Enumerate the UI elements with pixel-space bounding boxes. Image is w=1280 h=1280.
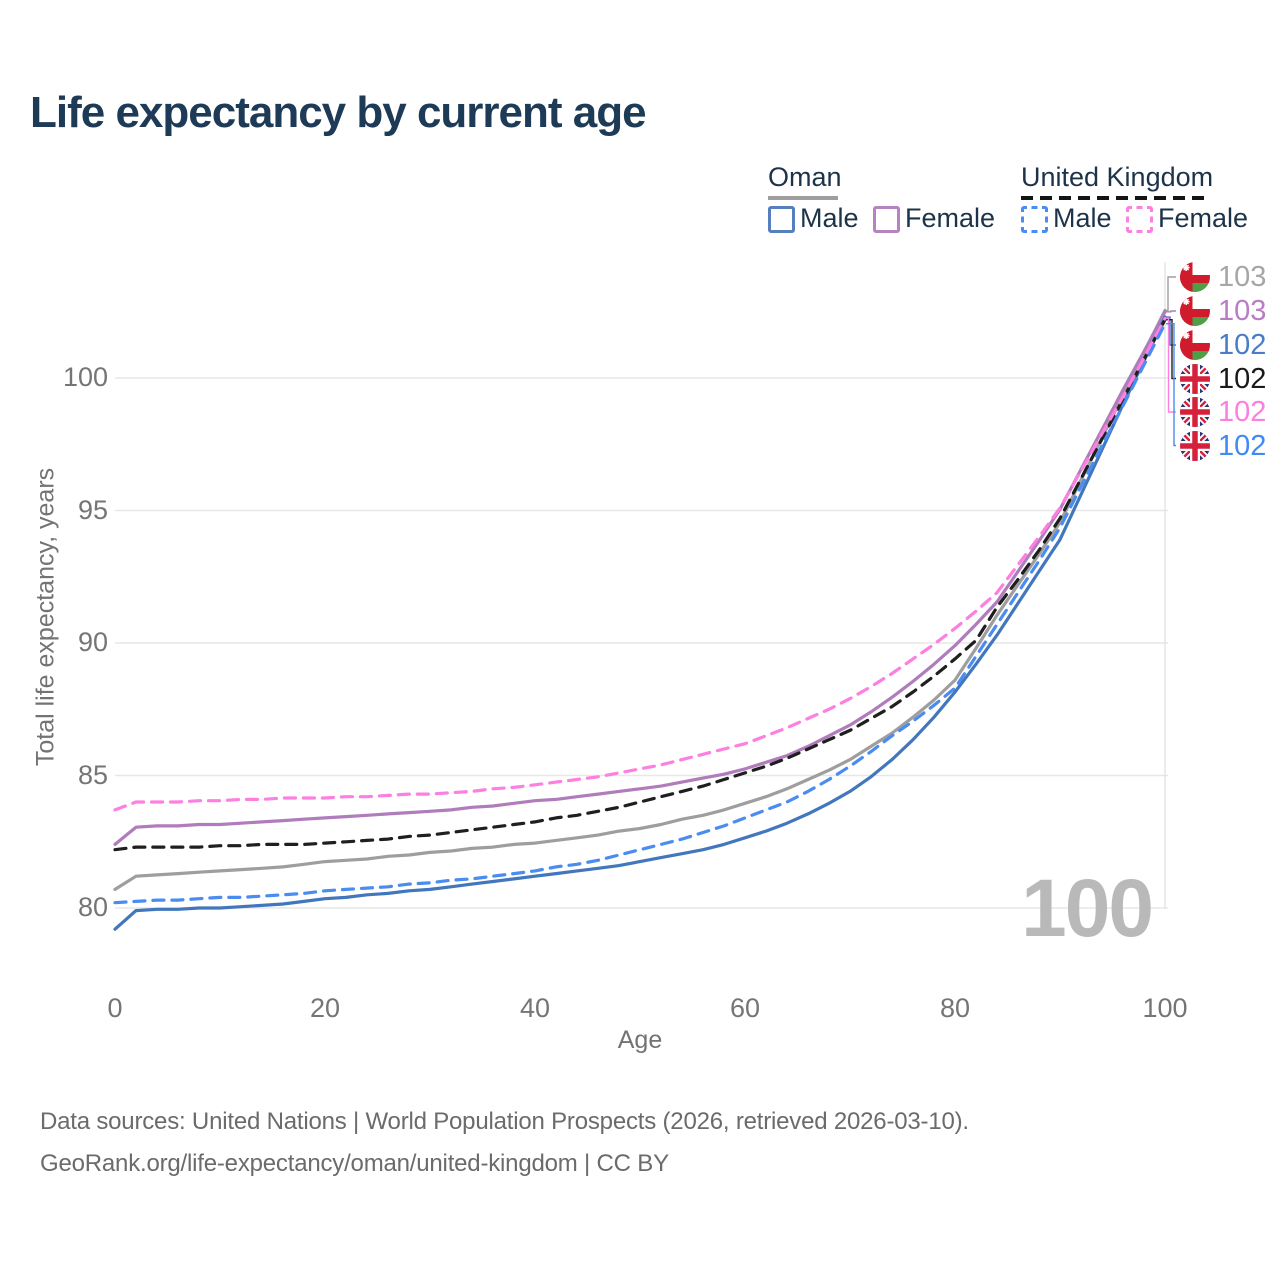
end-label-row: 103 — [1180, 295, 1266, 327]
leader-line-2 — [1166, 316, 1176, 346]
x-tick-label-100: 100 — [1142, 993, 1188, 1023]
oman-male-legend-label[interactable]: Male — [800, 203, 859, 233]
x-tick-label-0: 0 — [107, 993, 123, 1023]
series-line-united-kingdom-male — [113, 322, 1167, 905]
y-tick-label-80: 80 — [77, 891, 108, 922]
y-tick-label-100: 100 — [62, 361, 108, 392]
leader-line-5 — [1166, 323, 1176, 447]
leader-line-0 — [1166, 276, 1176, 312]
x-tick-label-60: 60 — [729, 993, 761, 1023]
x-tick-label-80: 80 — [939, 993, 971, 1023]
end-label-row: 102 — [1180, 396, 1266, 428]
x-tick-label-40: 40 — [519, 993, 551, 1023]
oman-female-legend-label[interactable]: Female — [905, 203, 996, 233]
end-label-row: 103 — [1180, 261, 1266, 293]
uk-flag-icon — [1180, 430, 1210, 461]
oman-flag-icon — [1180, 262, 1210, 292]
oman-male-swatch[interactable] — [768, 206, 795, 233]
end-label-value: 102 — [1218, 396, 1267, 428]
y-tick-label-85: 85 — [77, 759, 108, 790]
uk-female-legend-label[interactable]: Female — [1158, 203, 1249, 233]
series-line-united-kingdom-all — [113, 318, 1167, 852]
series-line-oman-all — [113, 308, 1167, 892]
data-sources-text: Data sources: United Nations | World Pop… — [40, 1108, 969, 1135]
end-label-row: 102 — [1180, 430, 1266, 462]
x-axis-title: Age — [617, 1026, 663, 1054]
attribution-text: GeoRank.org/life-expectancy/oman/united-… — [40, 1150, 669, 1177]
uk-male-swatch[interactable] — [1021, 206, 1048, 233]
uk-female-swatch[interactable] — [1126, 206, 1153, 233]
uk-flag-icon — [1180, 397, 1210, 427]
chart-title: Life expectancy by current age — [30, 88, 647, 137]
end-label-value: 102 — [1218, 429, 1267, 462]
end-label-value: 103 — [1218, 261, 1267, 293]
legend-group-oman-title[interactable]: Oman — [768, 162, 842, 192]
y-tick-label-90: 90 — [77, 626, 108, 657]
y-tick-label-95: 95 — [77, 494, 108, 525]
end-label-row: 102 — [1180, 363, 1266, 395]
end-label-value: 103 — [1218, 295, 1267, 327]
series-line-united-kingdom-female — [113, 316, 1167, 812]
end-label-value: 102 — [1218, 362, 1267, 395]
series-line-oman-female — [113, 310, 1167, 847]
uk-line-swatch — [1021, 196, 1206, 200]
uk-male-legend-label[interactable]: Male — [1053, 203, 1112, 233]
oman-line-swatch — [768, 196, 838, 200]
legend-group-uk-title[interactable]: United Kingdom — [1021, 162, 1214, 192]
oman-flag-icon — [1180, 330, 1210, 360]
x-tick-label-20: 20 — [309, 993, 341, 1023]
oman-flag-icon — [1180, 296, 1210, 326]
end-label-row: 102 — [1180, 329, 1266, 361]
leader-line-4 — [1166, 317, 1176, 413]
series-line-oman-male — [113, 315, 1167, 931]
uk-flag-icon — [1180, 363, 1210, 394]
leader-line-1 — [1166, 310, 1176, 313]
age-watermark: 100 — [1021, 863, 1154, 954]
oman-female-swatch[interactable] — [873, 206, 900, 233]
end-label-value: 102 — [1218, 329, 1267, 361]
